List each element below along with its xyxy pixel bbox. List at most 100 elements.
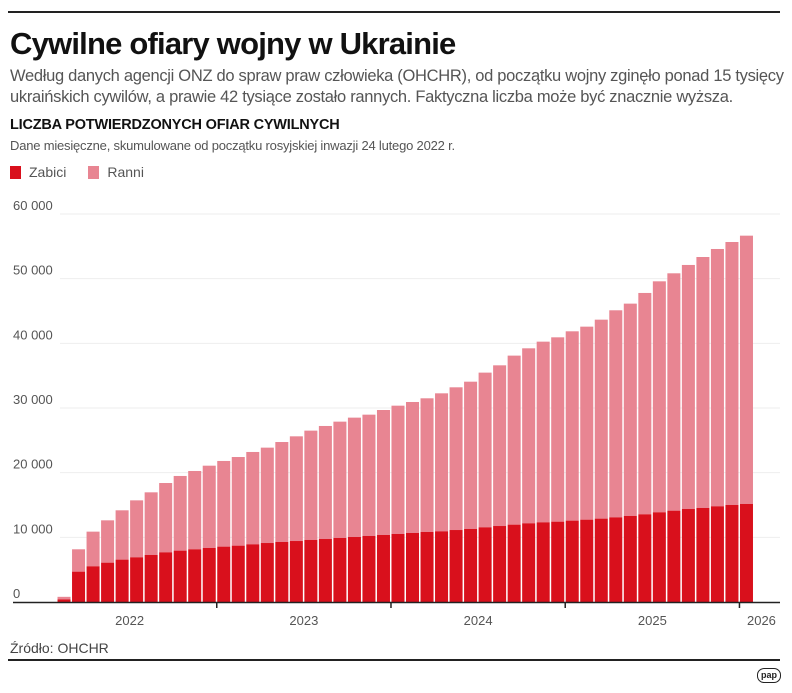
bar-injured bbox=[493, 365, 507, 527]
bar-injured bbox=[449, 387, 463, 531]
bar-killed bbox=[347, 537, 361, 602]
bar-injured bbox=[376, 410, 390, 536]
bar-killed bbox=[173, 550, 187, 602]
bar-killed bbox=[406, 533, 420, 602]
bar-injured bbox=[275, 442, 289, 542]
bar-killed bbox=[260, 543, 274, 602]
bar-injured bbox=[217, 460, 231, 547]
bar-injured bbox=[739, 235, 753, 504]
bar-killed bbox=[652, 512, 666, 602]
bar-killed bbox=[362, 535, 376, 602]
bar-injured bbox=[435, 393, 449, 532]
bar-killed bbox=[391, 533, 405, 602]
bar-injured bbox=[667, 273, 681, 511]
bar-killed bbox=[246, 544, 260, 602]
bar-killed bbox=[449, 530, 463, 602]
bar-injured bbox=[522, 348, 536, 524]
bar-injured bbox=[260, 447, 274, 544]
bar-injured bbox=[115, 510, 129, 560]
bar-injured bbox=[681, 264, 695, 510]
bar-killed bbox=[478, 527, 492, 602]
bar-killed bbox=[681, 509, 695, 602]
bar-killed bbox=[289, 541, 303, 602]
bar-injured bbox=[580, 326, 594, 520]
y-tick-label: 30 000 bbox=[13, 392, 53, 407]
bar-killed bbox=[202, 548, 216, 602]
y-tick-label: 20 000 bbox=[13, 457, 53, 472]
bar-killed bbox=[304, 539, 318, 602]
pap-logo: pap bbox=[757, 668, 781, 683]
y-tick-label: 0 bbox=[13, 586, 20, 601]
bar-injured bbox=[246, 451, 260, 545]
legend-swatch-killed bbox=[10, 165, 21, 179]
x-tick-label: 2025 bbox=[638, 613, 667, 628]
legend-swatch-injured bbox=[88, 165, 100, 179]
bar-killed bbox=[580, 519, 594, 602]
bar-injured bbox=[231, 457, 245, 546]
bar-killed bbox=[522, 523, 536, 602]
bar-injured bbox=[159, 483, 173, 553]
bar-killed bbox=[507, 524, 521, 602]
bar-killed bbox=[551, 521, 565, 602]
bar-killed bbox=[101, 562, 115, 602]
bar-killed bbox=[72, 571, 86, 602]
bar-killed bbox=[318, 539, 332, 602]
bar-killed bbox=[609, 517, 623, 602]
bar-killed bbox=[333, 537, 347, 602]
legend-item-killed: Zabici bbox=[10, 164, 66, 180]
top-rule bbox=[8, 11, 780, 13]
bar-injured bbox=[144, 492, 158, 555]
bar-killed bbox=[464, 528, 478, 602]
bar-injured bbox=[623, 303, 637, 516]
lead-text: Według danych agencji ONZ do spraw praw … bbox=[10, 67, 784, 106]
bar-killed bbox=[710, 506, 724, 602]
bar-injured bbox=[188, 470, 202, 550]
bar-injured bbox=[304, 430, 318, 540]
bar-injured bbox=[638, 292, 652, 515]
bar-killed bbox=[594, 518, 608, 602]
bar-killed bbox=[217, 546, 231, 602]
bar-injured bbox=[710, 248, 724, 507]
bar-killed bbox=[696, 507, 710, 602]
bar-killed bbox=[159, 552, 173, 602]
bar-killed bbox=[144, 554, 158, 602]
y-tick-label: 40 000 bbox=[13, 327, 53, 342]
bar-injured bbox=[464, 381, 478, 529]
x-tick-label: 2026 bbox=[747, 613, 776, 628]
bar-injured bbox=[202, 465, 216, 549]
bar-killed bbox=[130, 557, 144, 602]
bar-injured bbox=[507, 355, 521, 525]
bar-injured bbox=[57, 596, 71, 600]
bar-killed bbox=[420, 531, 434, 602]
bar-injured bbox=[347, 417, 361, 538]
bar-killed bbox=[725, 505, 739, 602]
chart-title: Cywilne ofiary wojny w Ukrainie bbox=[10, 26, 456, 61]
bar-injured bbox=[72, 549, 86, 572]
bar-injured bbox=[289, 436, 303, 542]
bar-killed bbox=[623, 515, 637, 602]
bar-injured bbox=[565, 331, 579, 521]
bar-killed bbox=[739, 503, 753, 602]
y-tick-label: 60 000 bbox=[13, 198, 53, 213]
bar-injured bbox=[86, 531, 100, 567]
bar-injured bbox=[318, 425, 332, 540]
bar-injured bbox=[406, 401, 420, 534]
bar-injured bbox=[173, 475, 187, 551]
bar-killed bbox=[188, 549, 202, 602]
bar-killed bbox=[565, 520, 579, 602]
legend: Zabici Ranni bbox=[10, 164, 144, 180]
bar-killed bbox=[275, 541, 289, 602]
bottom-rule bbox=[8, 659, 780, 661]
bar-killed bbox=[231, 545, 245, 602]
bar-injured bbox=[478, 372, 492, 528]
bar-injured bbox=[696, 257, 710, 508]
bar-killed bbox=[638, 514, 652, 602]
bar-killed bbox=[435, 531, 449, 602]
chart-note: Dane miesięczne, skumulowane od początku… bbox=[10, 138, 455, 153]
bar-killed bbox=[667, 510, 681, 602]
legend-label-killed: Zabici bbox=[29, 164, 67, 180]
bar-injured bbox=[420, 398, 434, 532]
source-note: Źródło: OHCHR bbox=[10, 640, 109, 656]
bar-killed bbox=[376, 535, 390, 602]
